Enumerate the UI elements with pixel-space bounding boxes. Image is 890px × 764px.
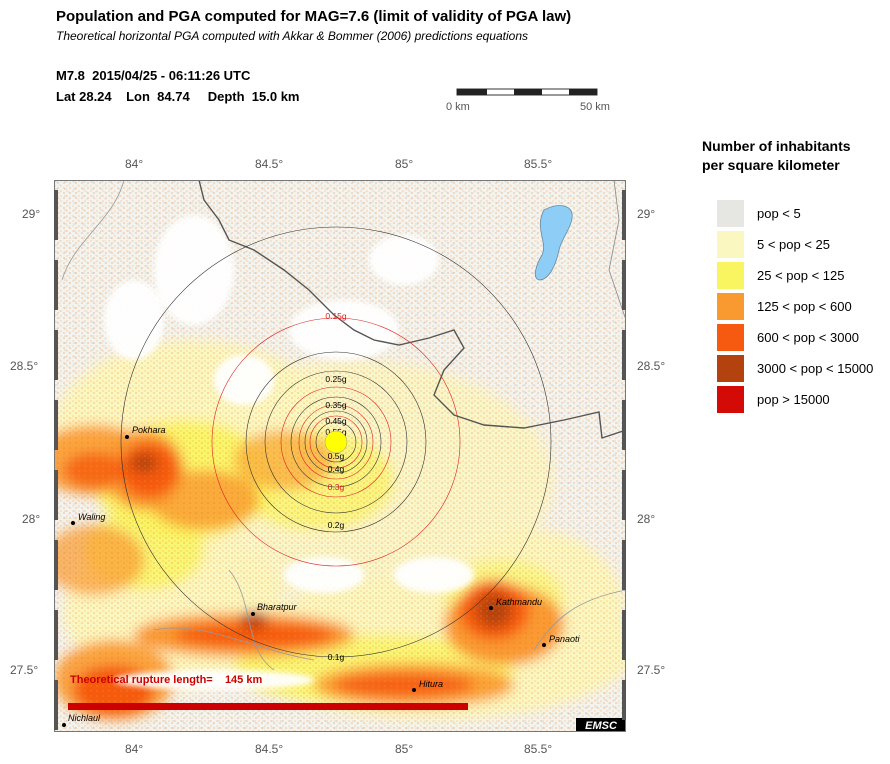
y-tick-left-28-5: 28.5° xyxy=(10,359,39,373)
legend-swatch xyxy=(717,324,744,351)
pga-label-04: 0.4g xyxy=(328,464,345,474)
legend-swatch xyxy=(717,293,744,320)
epicenter-marker xyxy=(324,430,348,454)
legend-label: 125 < pop < 600 xyxy=(757,299,852,314)
scale-left-label: 0 km xyxy=(446,101,470,113)
legend-swatch xyxy=(717,262,744,289)
legend-swatch xyxy=(717,231,744,258)
map-subtitle: Theoretical horizontal PGA computed with… xyxy=(56,29,529,43)
legend-title-line1: Number of inhabitants xyxy=(702,138,851,154)
legend-item: 25 < pop < 125 xyxy=(717,262,844,289)
city-label-pokhara: Pokhara xyxy=(132,425,166,435)
city-dot-kathmandu xyxy=(489,606,493,610)
city-dot-panaoti xyxy=(542,643,546,647)
city-dot-waling xyxy=(71,521,75,525)
lake xyxy=(534,205,573,281)
city-label-hitura: Hitura xyxy=(419,679,443,689)
pga-label-035: 0.35g xyxy=(325,400,347,410)
emsc-logo-text: EMSC xyxy=(585,720,618,732)
legend-label: 3000 < pop < 15000 xyxy=(757,361,874,376)
pga-label-045: 0.45g xyxy=(325,416,347,426)
legend-item: 3000 < pop < 15000 xyxy=(717,355,873,382)
y-tick-left-29: 29° xyxy=(22,207,41,221)
x-tick-top-85: 85° xyxy=(395,157,414,171)
event-line: M7.8 2015/04/25 - 06:11:26 UTC xyxy=(56,68,251,83)
city-label-nichlaul: Nichlaul xyxy=(68,713,101,723)
city-dot-bharatpur xyxy=(251,612,255,616)
y-tick-left-27-5: 27.5° xyxy=(10,663,39,677)
legend-title-line2: per square kilometer xyxy=(702,157,840,173)
legend-swatch xyxy=(717,200,744,227)
pga-label-015: 0.15g xyxy=(325,311,347,321)
pga-label-025: 0.25g xyxy=(325,374,347,384)
city-label-panaoti: Panaoti xyxy=(549,634,581,644)
scale-right-label: 50 km xyxy=(580,101,610,113)
legend-item: 125 < pop < 600 xyxy=(717,293,852,320)
legend-item: 600 < pop < 3000 xyxy=(717,324,859,351)
x-tick-top-84: 84° xyxy=(125,157,144,171)
city-dot-hitura xyxy=(412,688,416,692)
map-title: Population and PGA computed for MAG=7.6 … xyxy=(56,8,572,25)
pga-label-02: 0.2g xyxy=(328,520,345,530)
legend-item: pop > 15000 xyxy=(717,386,830,413)
y-tick-left-28: 28° xyxy=(22,512,41,526)
legend-item: pop < 5 xyxy=(717,200,801,227)
x-tick-bottom-85-5: 85.5° xyxy=(524,742,553,756)
map-frame xyxy=(54,180,626,732)
rupture-length-label: Theoretical rupture length= 145 km xyxy=(70,674,262,686)
rivers xyxy=(61,180,626,671)
legend-title: Number of inhabitants per square kilomet… xyxy=(702,137,851,175)
population-map: 0.15g 0.25g 0.35g 0.45g 0.55g 0.5g 0.4g … xyxy=(54,180,626,732)
x-tick-bottom-84: 84° xyxy=(125,742,144,756)
legend-label: pop < 5 xyxy=(757,206,801,221)
emsc-logo xyxy=(576,718,626,732)
x-tick-bottom-84-5: 84.5° xyxy=(255,742,284,756)
city-dot-nichlaul xyxy=(62,723,66,727)
y-tick-right-28-5: 28.5° xyxy=(637,359,666,373)
legend-label: 5 < pop < 25 xyxy=(757,237,831,252)
city-label-waling: Waling xyxy=(78,512,105,522)
pga-label-01: 0.1g xyxy=(328,652,345,662)
city-dot-pokhara xyxy=(125,435,129,439)
legend-label: 600 < pop < 3000 xyxy=(757,330,859,345)
pga-label-03: 0.3g xyxy=(328,482,345,492)
legend-label: 25 < pop < 125 xyxy=(757,268,845,283)
legend-label: pop > 15000 xyxy=(757,392,830,407)
pga-label-05: 0.5g xyxy=(328,451,345,461)
location-line: Lat 28.24 Lon 84.74 Depth 15.0 km xyxy=(56,89,300,104)
city-label-kathmandu: Kathmandu xyxy=(496,597,542,607)
x-tick-bottom-85: 85° xyxy=(395,742,414,756)
legend-item: 5 < pop < 25 xyxy=(717,231,830,258)
legend-swatch xyxy=(717,355,744,382)
scale-bar xyxy=(456,88,598,96)
legend-swatch xyxy=(717,386,744,413)
y-tick-right-29: 29° xyxy=(637,207,656,221)
x-tick-top-84-5: 84.5° xyxy=(255,157,284,171)
rupture-bar xyxy=(68,703,468,710)
x-tick-top-85-5: 85.5° xyxy=(524,157,553,171)
y-tick-right-28: 28° xyxy=(637,512,656,526)
y-tick-right-27-5: 27.5° xyxy=(637,663,666,677)
city-label-bharatpur: Bharatpur xyxy=(257,602,298,612)
pga-contours xyxy=(120,226,552,658)
